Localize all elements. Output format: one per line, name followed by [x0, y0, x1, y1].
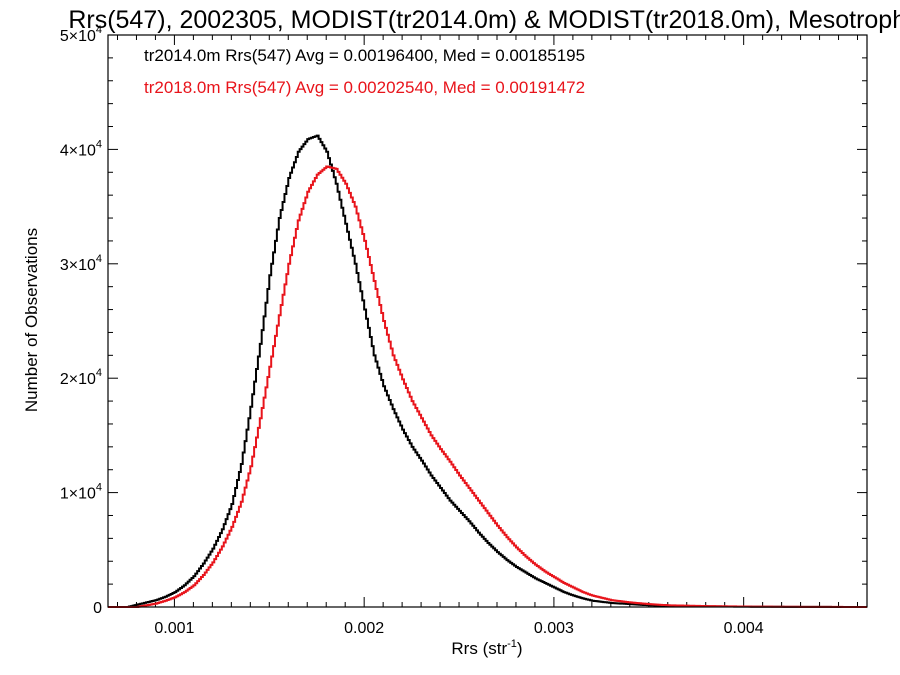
x-tick-label-1: 0.002	[344, 620, 384, 637]
chart-title: Rrs(547), 2002305, MODIST(tr2014.0m) & M…	[68, 6, 900, 34]
tick-marks	[108, 34, 867, 608]
series-line-0	[108, 134, 867, 608]
legend: tr2014.0m Rrs(547) Avg = 0.00196400, Med…	[144, 46, 585, 97]
x-tick-label-3: 0.004	[724, 620, 764, 637]
plot-frame	[107, 34, 868, 608]
y-tick-label-5: 5×104	[60, 24, 102, 45]
y-tick-label-0: 0	[93, 600, 102, 617]
y-tick-label-1: 1×104	[60, 482, 102, 503]
x-axis-label-close: )	[517, 639, 523, 658]
legend-entry-0: tr2014.0m Rrs(547) Avg = 0.00196400, Med…	[144, 46, 585, 65]
legend-entry-1: tr2018.0m Rrs(547) Avg = 0.00202540, Med…	[144, 78, 585, 97]
x-axis-label: Rrs (str-1)	[451, 638, 522, 658]
y-tick-label-3: 3×104	[60, 253, 102, 274]
x-axis-label-main: Rrs (str	[451, 639, 507, 658]
y-tick-labels: 0 1×104 2×104 3×104 4×104 5×104	[60, 24, 102, 617]
x-tick-label-2: 0.003	[534, 620, 574, 637]
y-tick-label-2: 2×104	[60, 367, 102, 388]
x-axis-label-exponent: -1	[507, 638, 517, 650]
svg-text:Number of Observations: Number of Observations	[22, 228, 41, 412]
y-tick-label-4: 4×104	[60, 138, 102, 159]
series-group	[108, 134, 867, 608]
y-axis-label: Number of Observations	[22, 228, 41, 412]
x-tick-label-0: 0.001	[154, 620, 194, 637]
x-tick-labels: 0.001 0.002 0.003 0.004	[154, 620, 763, 637]
series-line-1	[108, 165, 867, 608]
